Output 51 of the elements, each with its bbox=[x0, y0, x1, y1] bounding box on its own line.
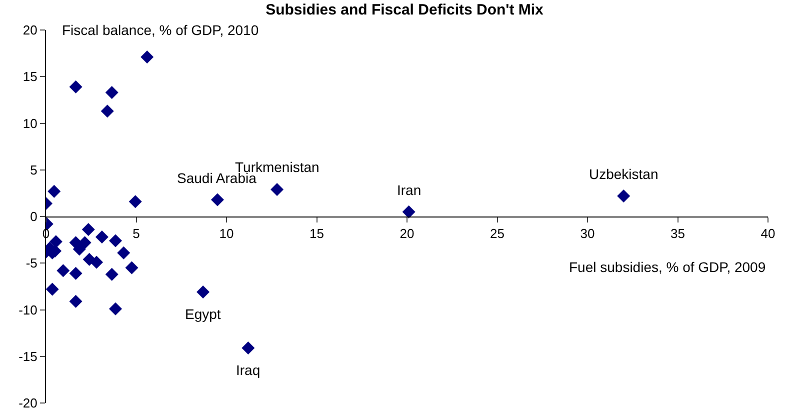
point bbox=[69, 266, 82, 280]
point bbox=[128, 195, 142, 208]
point bbox=[242, 341, 255, 354]
point bbox=[270, 182, 284, 196]
y-tick-label: -20 bbox=[18, 396, 38, 411]
annotation: Uzbekistan bbox=[589, 166, 658, 182]
point bbox=[617, 189, 630, 202]
y-tick-label: 10 bbox=[22, 116, 38, 131]
x-axis-title: Fuel subsidies, % of GDP, 2009 bbox=[569, 259, 766, 275]
x-tick-label: 40 bbox=[760, 226, 776, 242]
annotation: Iraq bbox=[236, 362, 260, 378]
y-tick-label: 15 bbox=[22, 69, 38, 84]
x-tick-label: 10 bbox=[219, 226, 234, 242]
point bbox=[125, 261, 138, 274]
point bbox=[196, 286, 210, 299]
chart-title: Subsidies and Fiscal Deficits Don't Mix bbox=[266, 2, 544, 19]
point bbox=[46, 282, 59, 296]
y-tick-label: 20 bbox=[22, 22, 38, 38]
annotation: Iran bbox=[397, 182, 422, 198]
point bbox=[82, 223, 95, 236]
point bbox=[105, 86, 118, 99]
y-tick-label: -5 bbox=[26, 256, 38, 271]
x-tick-label: 25 bbox=[490, 226, 504, 242]
point bbox=[117, 246, 130, 260]
point bbox=[72, 242, 86, 256]
y-tick-label: -15 bbox=[18, 348, 38, 364]
point bbox=[95, 230, 108, 244]
point bbox=[210, 193, 224, 206]
point bbox=[69, 294, 82, 308]
point bbox=[78, 236, 92, 250]
y-tick-label: 5 bbox=[30, 162, 38, 178]
point bbox=[108, 234, 122, 248]
point bbox=[49, 235, 62, 248]
x-tick-label: 5 bbox=[132, 226, 140, 242]
point bbox=[69, 80, 82, 94]
point bbox=[90, 256, 104, 269]
y-axis-title: Fiscal balance, % of GDP, 2010 bbox=[62, 22, 259, 38]
point bbox=[140, 50, 154, 64]
point bbox=[402, 205, 416, 218]
point bbox=[105, 268, 118, 281]
x-tick-label: 20 bbox=[400, 226, 414, 242]
annotation: Egypt bbox=[185, 306, 221, 322]
x-tick-label: 15 bbox=[310, 226, 324, 242]
point bbox=[100, 104, 114, 118]
y-tick-label: -10 bbox=[18, 302, 38, 318]
x-tick-label: 35 bbox=[670, 226, 685, 242]
point bbox=[108, 302, 122, 316]
x-tick-label: 30 bbox=[580, 226, 595, 242]
y-tick-label: 0 bbox=[30, 209, 38, 224]
point bbox=[48, 184, 61, 198]
point bbox=[56, 264, 70, 278]
